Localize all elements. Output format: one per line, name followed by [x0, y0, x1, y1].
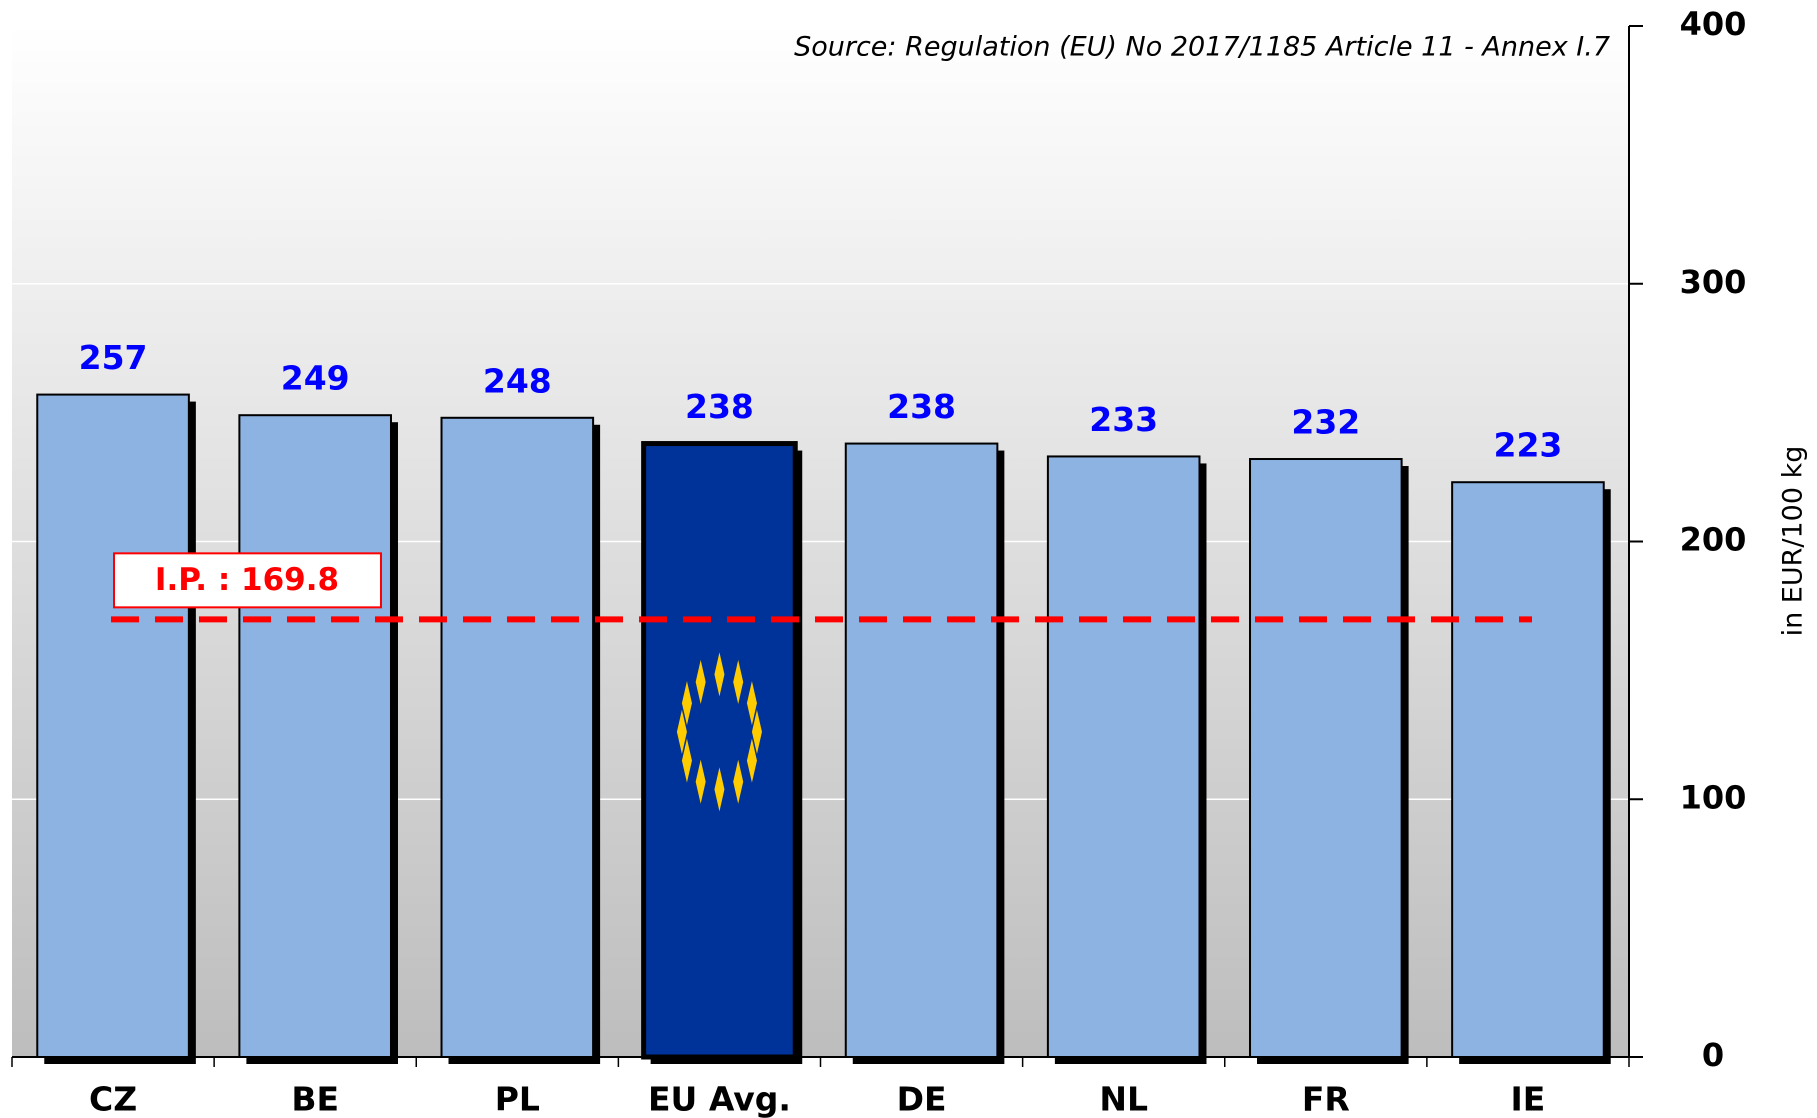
flag-star: [733, 759, 744, 804]
x-tick-label: FR: [1302, 1080, 1350, 1118]
bar: [440, 416, 595, 1058]
bar: [36, 393, 190, 1058]
bar: [238, 414, 392, 1058]
source-note: Source: Regulation (EU) No 2017/1185 Art…: [794, 32, 1610, 63]
flag-star: [681, 738, 692, 783]
x-tick-label: CZ: [89, 1080, 137, 1118]
flag-star: [746, 738, 757, 783]
flag-star: [733, 660, 744, 705]
x-tick-label: NL: [1099, 1080, 1148, 1118]
y-axis-label: in EUR/100 kg: [1778, 446, 1809, 637]
x-tick-label: EU Avg.: [648, 1080, 791, 1118]
y-tick-label: 400: [1680, 5, 1747, 43]
reference-label: I.P. : 169.8: [155, 562, 339, 598]
flag-star: [676, 709, 687, 754]
value-label: 232: [1291, 403, 1360, 442]
value-label: 249: [281, 359, 350, 398]
y-tick-label: 200: [1680, 521, 1747, 559]
flag-star: [714, 767, 725, 812]
bar: [1249, 458, 1403, 1058]
bar: [1046, 455, 1201, 1058]
value-label: 257: [79, 338, 148, 377]
value-label: 233: [1089, 400, 1158, 439]
value-label: 238: [887, 387, 956, 426]
x-tick-label: PL: [495, 1080, 540, 1118]
value-label: 238: [685, 387, 754, 426]
y-tick-label: 100: [1680, 778, 1747, 816]
x-tick-label: BE: [291, 1080, 339, 1118]
flag-star: [681, 681, 692, 726]
bar: [1451, 481, 1605, 1058]
flag-star: [751, 709, 762, 754]
value-label: 223: [1493, 426, 1562, 465]
y-tick-label: 300: [1680, 263, 1747, 301]
x-tick-label: IE: [1511, 1080, 1546, 1118]
reference-label-box: [113, 552, 382, 609]
value-label: 248: [483, 361, 552, 400]
y-tick-label: 0: [1702, 1036, 1724, 1074]
flag-star: [695, 660, 706, 705]
flag-star: [714, 652, 725, 697]
bar: [641, 441, 798, 1060]
x-tick-label: DE: [897, 1080, 947, 1118]
flag-star: [746, 681, 757, 726]
bar: [844, 442, 999, 1058]
flag-star: [695, 759, 706, 804]
